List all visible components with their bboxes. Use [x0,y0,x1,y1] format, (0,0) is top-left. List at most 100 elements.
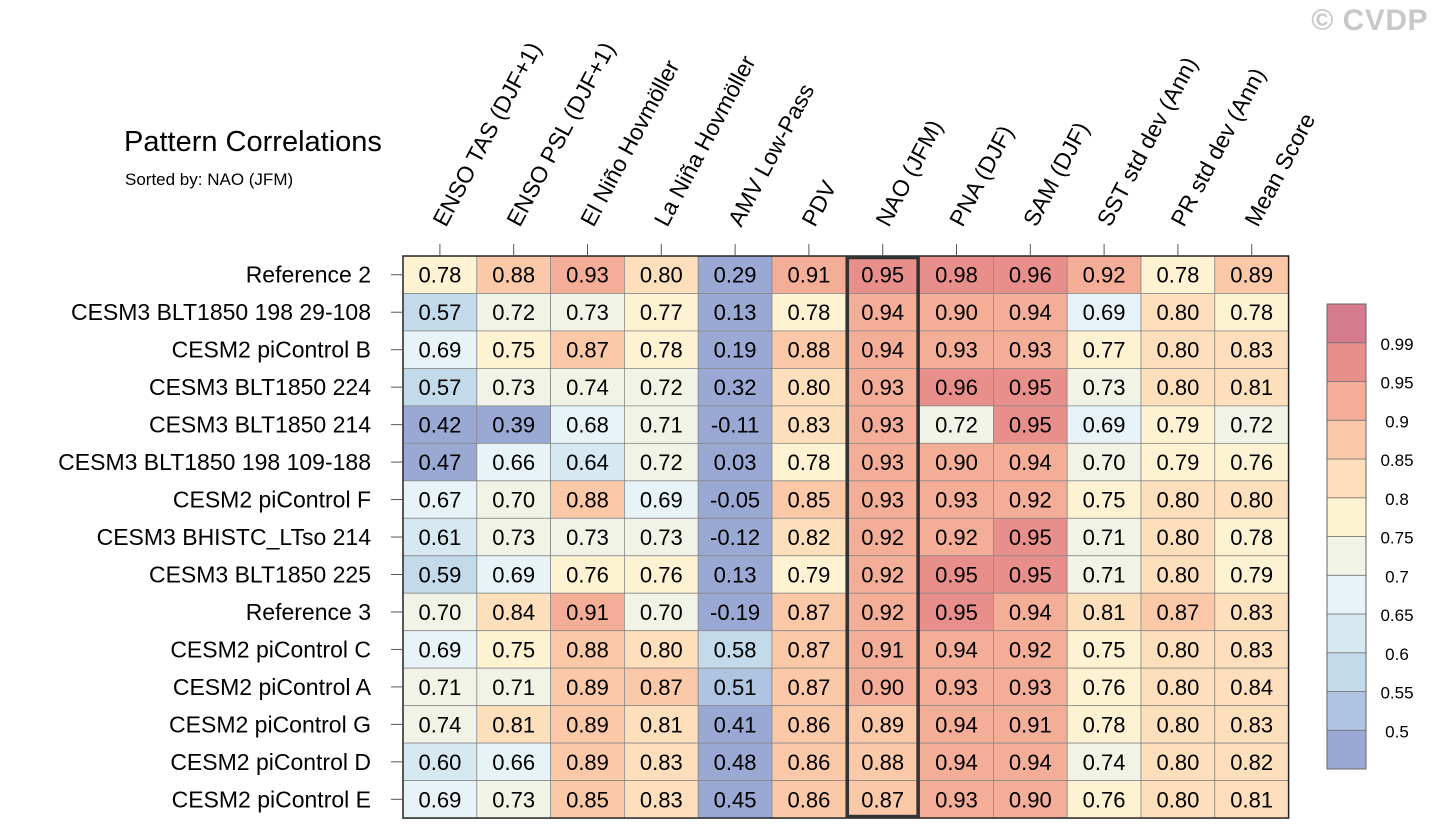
heatmap-cell [697,705,773,744]
cell-value-label: 0.71 [1083,562,1126,587]
cell-value-label: 0.59 [418,562,461,587]
cell-value-label: 0.80 [1156,488,1199,513]
heatmap-cell [476,705,551,744]
heatmap-cell [1066,555,1142,594]
cell-value-label: 0.58 [714,637,757,662]
cell-value-label: 0.66 [492,450,535,475]
heatmap-cell [1140,368,1216,407]
cell-value-label: 0.94 [935,712,978,737]
cell-value-label: 0.85 [787,488,830,513]
column-label: NAO (JFM) [870,115,948,230]
cell-value-label: 0.77 [1083,338,1126,363]
heatmap-cell [771,555,847,594]
heatmap-cell [771,405,847,444]
row-label: CESM3 BLT1850 198 109-188 [58,449,371,475]
cell-value-label: 0.74 [1083,750,1126,775]
heatmap-cell [402,667,478,707]
cell-value-label: 0.93 [861,375,904,400]
cell-value-label: 0.70 [418,600,461,625]
cell-value-label: 0.87 [787,637,830,662]
cell-value-label: 0.93 [935,787,978,812]
colorbar-tick-label: 0.8 [1385,490,1409,509]
cell-value-label: 0.87 [566,338,609,363]
colorbar-segment [1326,458,1367,499]
heatmap-cell [771,330,847,369]
cell-value-label: 0.94 [935,750,978,775]
cell-value-label: 0.74 [566,375,609,400]
heatmap-cell [1140,667,1216,707]
cell-value-label: -0.05 [710,488,760,513]
cell-value-label: 0.91 [787,263,830,288]
cell-value-label: 0.88 [492,263,535,288]
cell-value-label: 0.88 [787,338,830,363]
cell-value-label: 0.71 [418,675,461,700]
heatmap-cell [1066,630,1142,669]
cell-value-label: 0.84 [1230,675,1273,700]
cell-value-label: 0.85 [566,787,609,812]
cell-value-label: 0.81 [1230,787,1273,812]
heatmap-cell [1140,705,1216,744]
cell-value-label: 0.95 [861,263,904,288]
cell-value-label: 0.87 [861,787,904,812]
cell-value-label: 0.80 [1156,300,1199,325]
heatmap-cell [1214,667,1290,707]
cell-value-label: 0.03 [714,450,757,475]
heatmap-cell [993,330,1068,369]
cell-value-label: 0.79 [1156,450,1199,475]
colorbar-segment [1326,691,1367,731]
heatmap-cell [1214,255,1290,294]
colorbar-segment [1326,419,1367,460]
heatmap-cell [919,517,994,557]
cell-value-label: 0.80 [1156,338,1199,363]
cell-value-label: 0.83 [1230,637,1273,662]
cell-value-label: 0.89 [1230,263,1273,288]
heatmap-cell [845,742,920,781]
cell-value-label: 0.95 [935,600,978,625]
heatmap-cell [476,630,551,669]
cell-value-label: 0.51 [714,675,757,700]
cell-value-label: 0.94 [935,637,978,662]
cell-value-label: 0.90 [935,450,978,475]
cell-value-label: 0.78 [787,300,830,325]
cell-value-label: 0.95 [1009,562,1052,587]
cell-value-label: 0.72 [1230,413,1273,438]
heatmap-cell [771,630,847,669]
cell-value-label: 0.88 [566,488,609,513]
heatmap-cell [697,368,773,407]
heatmap-cell [771,667,847,707]
cell-value-label: 0.90 [935,300,978,325]
heatmap-cell [1140,255,1216,294]
cell-value-label: 0.72 [640,450,683,475]
cell-value-label: 0.89 [566,750,609,775]
row-label: CESM2 piControl D [170,749,371,775]
cell-value-label: 0.80 [1156,750,1199,775]
row-label: Reference 2 [246,262,371,288]
heatmap-cell [845,630,920,669]
cell-value-label: 0.87 [1156,600,1199,625]
heatmap-cell [697,480,773,519]
cell-value-label: 0.93 [935,488,978,513]
cell-value-label: -0.11 [711,413,760,438]
heatmap-cell [402,442,478,482]
cell-value-label: 0.13 [714,300,757,325]
cell-value-label: 0.94 [861,300,904,325]
row-label: CESM2 piControl C [170,636,371,662]
row-label: CESM3 BLT1850 214 [149,412,371,438]
heatmap-cell [624,442,699,482]
cell-value-label: 0.69 [1083,413,1126,438]
heatmap-cell [771,480,847,519]
cell-value-label: 0.93 [1009,675,1052,700]
cell-value-label: 0.83 [1230,338,1273,363]
heatmap-cell [1066,442,1142,482]
heatmap-cell [476,480,551,519]
colorbar-segment [1326,303,1367,344]
heatmap-cell [624,517,699,557]
heatmap-cell [845,592,920,632]
heatmap-cell [550,592,625,632]
cell-value-label: 0.90 [1009,787,1052,812]
colorbar-tick-label: 0.65 [1380,606,1413,625]
cell-value-label: 0.73 [566,525,609,550]
cell-value-label: 0.45 [714,787,757,812]
cell-value-label: 0.79 [787,562,830,587]
heatmap-cell [402,330,478,369]
